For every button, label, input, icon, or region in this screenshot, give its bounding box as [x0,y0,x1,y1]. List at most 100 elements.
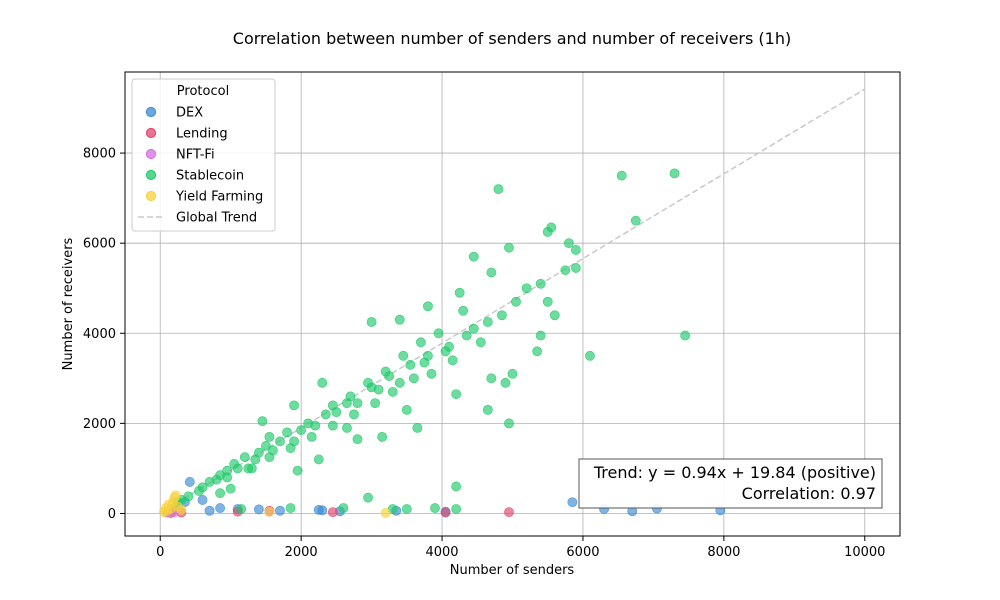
trend-annotation: Trend: y = 0.94x + 19.84 (positive) Corr… [578,458,883,509]
point-stablecoin [482,317,493,327]
annotation-box [578,458,883,509]
point-stablecoin [454,287,465,298]
legend-label-lending: Lending [176,127,228,142]
point-stablecoin [239,452,250,463]
point-stablecoin [253,447,264,458]
point-stablecoin [377,431,388,442]
point-stablecoin [394,377,405,388]
point-dex [275,505,285,516]
y-ticks: 0 2000 4000 6000 8000 [83,147,125,522]
point-stablecoin [349,409,359,420]
point-yield-farming [264,506,275,517]
point-stablecoin [542,296,553,307]
point-stablecoin [342,422,352,433]
point-stablecoin [285,443,296,454]
legend: Protocol DEX Lending NFT-Fi Stablecoin Yield… [131,78,276,232]
x-tick-label: 4000 [425,545,458,560]
x-ticks: 0 2000 4000 6000 8000 10000 [156,536,885,560]
point-stablecoin [306,431,317,442]
point-stablecoin [511,296,521,307]
point-stablecoin [352,434,363,445]
point-stablecoin [549,310,560,321]
point-stablecoin [264,431,275,442]
legend-label-stablecoin: Stablecoin [176,169,244,184]
point-dex [204,505,215,516]
point-stablecoin [366,382,377,393]
point-stablecoin [261,441,271,451]
point-stablecoin [475,337,486,348]
point-stablecoin [571,263,581,273]
point-stablecoin [535,330,546,341]
point-stablecoin [500,377,511,388]
legend-label-dex: DEX [176,106,203,121]
y-tick-label: 2000 [83,417,116,432]
point-stablecoin [486,267,497,278]
point-dex [215,503,226,513]
point-stablecoin [398,350,409,361]
point-stablecoin [211,474,222,485]
point-stablecoin [303,418,314,429]
legend-swatch-dex [145,106,157,118]
chart-title: Correlation between number of senders an… [233,29,791,48]
x-tick-label: 0 [156,545,164,560]
y-tick-label: 6000 [83,237,116,252]
point-stablecoin [616,170,627,181]
point-stablecoin [370,398,381,409]
point-stablecoin [296,425,307,436]
point-stablecoin [342,398,352,409]
point-stablecoin [585,350,595,361]
point-lending [440,507,451,518]
point-stablecoin [461,330,472,341]
point-stablecoin [423,301,433,312]
point-stablecoin [401,504,412,514]
point-stablecoin [507,368,518,379]
point-stablecoin [444,341,454,352]
points-layer [158,168,726,518]
point-dex [184,477,195,487]
point-stablecoin [401,404,412,415]
point-stablecoin [363,492,373,503]
point-dex [567,497,578,508]
point-stablecoin [222,472,233,483]
point-yield-farming [160,503,171,513]
point-stablecoin [423,350,433,361]
point-stablecoin [451,504,462,514]
legend-swatch-stablecoin [145,169,157,181]
point-stablecoin [317,377,328,388]
legend-label-global-trend: Global Trend [176,211,257,226]
point-stablecoin [571,245,581,255]
legend-label-yield-farming: Yield Farming [175,190,263,205]
legend-swatch-lending [145,127,157,139]
point-stablecoin [236,504,247,514]
y-tick-label: 8000 [83,147,116,162]
legend-label-nft-fi: NFT-Fi [176,148,215,163]
point-stablecoin [486,373,497,384]
y-tick-label: 4000 [83,327,116,342]
point-stablecoin [352,398,363,409]
point-stablecoin [468,323,479,334]
point-stablecoin [405,359,416,370]
point-stablecoin [292,465,303,476]
point-stablecoin [384,371,395,381]
point-stablecoin [521,283,532,294]
point-stablecoin [630,215,641,226]
point-stablecoin [451,389,462,399]
point-stablecoin [535,278,546,289]
point-stablecoin [680,330,691,341]
point-stablecoin [282,427,292,438]
point-stablecoin [532,346,543,357]
point-stablecoin [669,168,680,179]
point-yield-farming [176,504,187,515]
y-tick-label: 0 [108,507,116,522]
point-stablecoin [408,373,419,384]
point-stablecoin [366,317,377,327]
annotation-line-2: Correlation: 0.97 [742,484,876,503]
point-stablecoin [225,483,236,494]
point-stablecoin [416,337,426,348]
point-stablecoin [194,486,204,496]
point-stablecoin [215,488,226,499]
legend-swatch-yield-farming [145,190,157,202]
y-axis-label: Number of receivers [61,237,76,370]
point-stablecoin [447,355,458,366]
